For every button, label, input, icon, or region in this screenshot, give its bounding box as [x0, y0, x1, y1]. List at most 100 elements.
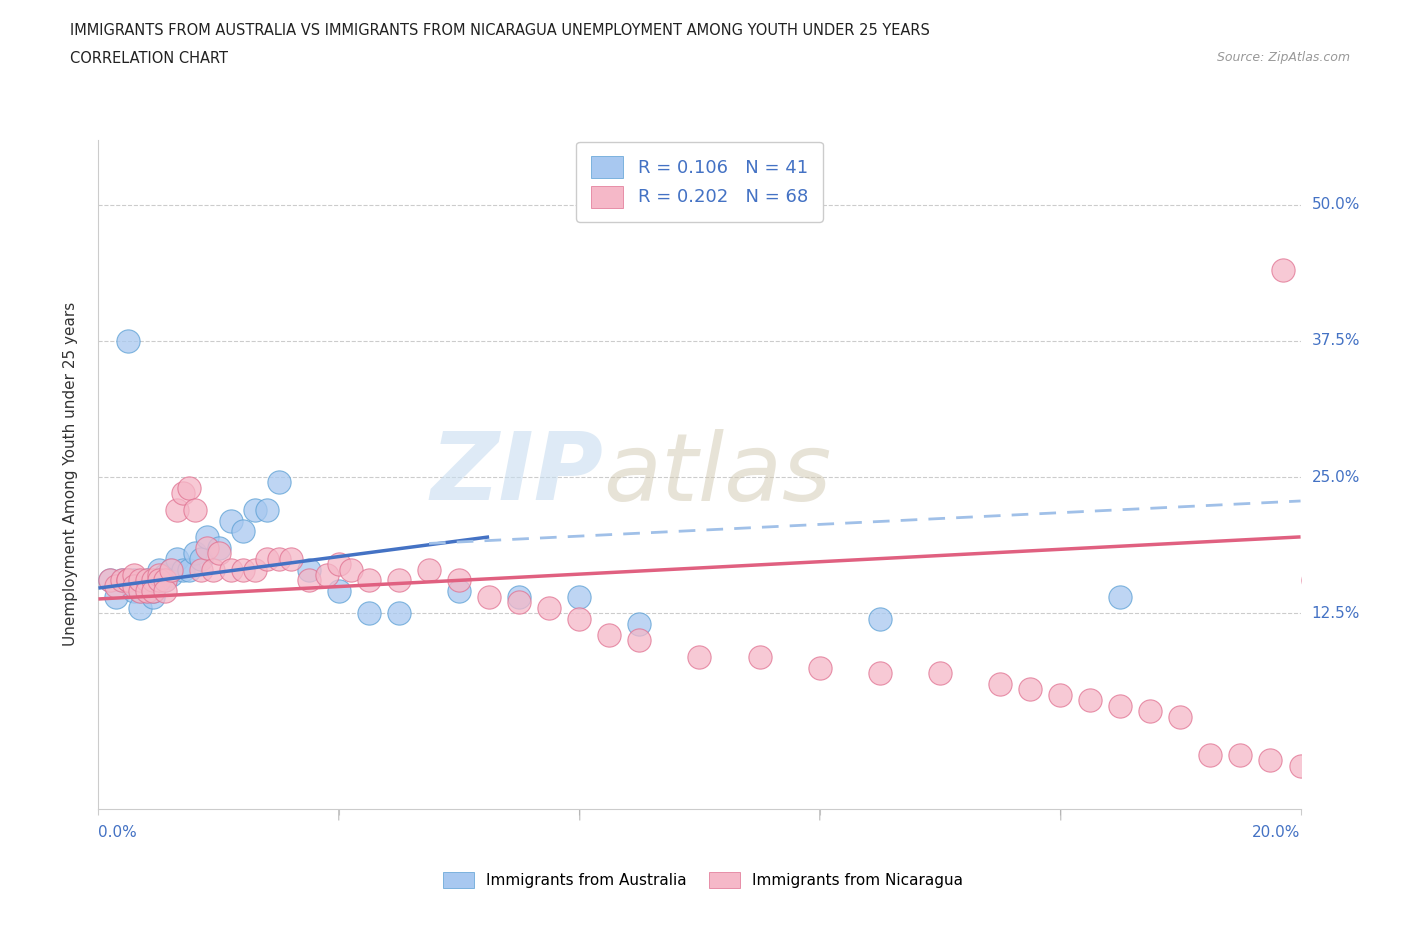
- Point: [100, 573, 122, 588]
- Point: [1109, 590, 1132, 604]
- Point: [568, 611, 591, 626]
- Point: [267, 475, 290, 490]
- Point: [111, 573, 134, 588]
- Point: [628, 617, 651, 631]
- Point: [135, 573, 157, 588]
- Point: [141, 584, 163, 599]
- Point: [219, 562, 242, 577]
- Text: atlas: atlas: [603, 429, 831, 520]
- Point: [190, 562, 212, 577]
- Point: [1260, 752, 1282, 767]
- Point: [177, 481, 200, 496]
- Point: [208, 546, 231, 561]
- Point: [135, 584, 157, 599]
- Point: [1319, 584, 1341, 599]
- Text: |: |: [818, 809, 821, 819]
- Point: [124, 584, 146, 599]
- Point: [748, 649, 770, 664]
- Point: [340, 562, 363, 577]
- Point: [243, 562, 266, 577]
- Point: [166, 551, 188, 566]
- Point: [148, 567, 170, 582]
- Point: [105, 578, 128, 593]
- Point: [141, 584, 163, 599]
- Text: IMMIGRANTS FROM AUSTRALIA VS IMMIGRANTS FROM NICARAGUA UNEMPLOYMENT AMONG YOUTH : IMMIGRANTS FROM AUSTRALIA VS IMMIGRANTS …: [70, 23, 931, 38]
- Point: [183, 546, 205, 561]
- Point: [159, 562, 181, 577]
- Point: [1170, 709, 1192, 724]
- Point: [148, 573, 170, 588]
- Text: 50.0%: 50.0%: [1312, 197, 1360, 212]
- Point: [1109, 698, 1132, 713]
- Legend: Immigrants from Australia, Immigrants from Nicaragua: Immigrants from Australia, Immigrants fr…: [437, 866, 969, 895]
- Point: [988, 676, 1011, 691]
- Point: [256, 502, 278, 517]
- Point: [172, 485, 194, 500]
- Text: |: |: [578, 809, 581, 819]
- Point: [195, 529, 218, 544]
- Point: [628, 633, 651, 648]
- Text: 25.0%: 25.0%: [1312, 470, 1360, 485]
- Text: CORRELATION CHART: CORRELATION CHART: [70, 51, 228, 66]
- Point: [357, 573, 380, 588]
- Point: [688, 649, 710, 664]
- Point: [1302, 573, 1324, 588]
- Point: [1139, 704, 1161, 719]
- Point: [808, 660, 831, 675]
- Text: |: |: [337, 809, 340, 819]
- Point: [117, 573, 139, 588]
- Point: [124, 578, 146, 593]
- Point: [418, 562, 440, 577]
- Point: [1049, 687, 1071, 702]
- Point: [124, 573, 146, 588]
- Point: [100, 573, 122, 588]
- Point: [153, 567, 176, 582]
- Point: [328, 584, 350, 599]
- Point: [1229, 747, 1251, 762]
- Text: 37.5%: 37.5%: [1312, 334, 1360, 349]
- Point: [201, 562, 224, 577]
- Y-axis label: Unemployment Among Youth under 25 years: Unemployment Among Youth under 25 years: [63, 302, 77, 646]
- Point: [129, 584, 152, 599]
- Point: [267, 551, 290, 566]
- Point: [111, 573, 134, 588]
- Point: [117, 573, 139, 588]
- Point: [129, 584, 152, 599]
- Text: ZIP: ZIP: [430, 429, 603, 520]
- Point: [447, 584, 470, 599]
- Point: [328, 557, 350, 572]
- Point: [508, 590, 530, 604]
- Point: [166, 502, 188, 517]
- Point: [1271, 262, 1294, 277]
- Point: [232, 562, 254, 577]
- Point: [869, 611, 891, 626]
- Point: [177, 562, 200, 577]
- Point: [153, 573, 176, 588]
- Text: Source: ZipAtlas.com: Source: ZipAtlas.com: [1216, 51, 1350, 64]
- Point: [929, 666, 952, 681]
- Point: [1199, 747, 1222, 762]
- Text: 0.0%: 0.0%: [98, 825, 138, 840]
- Point: [159, 562, 181, 577]
- Point: [195, 540, 218, 555]
- Point: [298, 573, 321, 588]
- Point: [538, 600, 561, 615]
- Point: [129, 573, 152, 588]
- Point: [1350, 584, 1372, 599]
- Point: [315, 567, 337, 582]
- Point: [135, 573, 157, 588]
- Point: [388, 605, 411, 620]
- Point: [232, 524, 254, 538]
- Point: [105, 590, 128, 604]
- Legend: R = 0.106   N = 41, R = 0.202   N = 68: R = 0.106 N = 41, R = 0.202 N = 68: [576, 142, 823, 222]
- Point: [117, 334, 139, 349]
- Point: [478, 590, 501, 604]
- Point: [129, 600, 152, 615]
- Point: [280, 551, 302, 566]
- Point: [190, 551, 212, 566]
- Point: [141, 590, 163, 604]
- Point: [153, 584, 176, 599]
- Point: [243, 502, 266, 517]
- Point: [148, 562, 170, 577]
- Point: [135, 584, 157, 599]
